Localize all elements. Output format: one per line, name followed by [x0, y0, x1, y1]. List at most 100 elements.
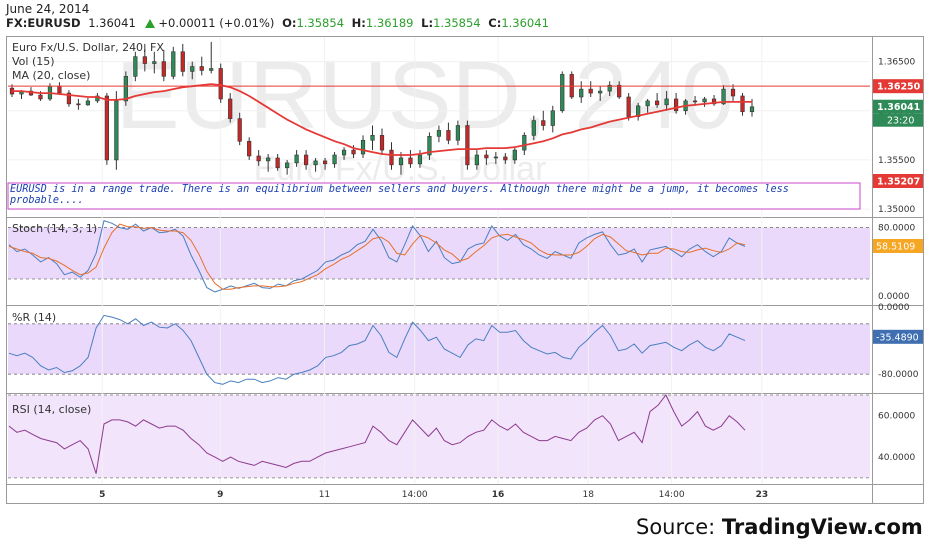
candle-body [218, 68, 223, 100]
marks-layer [8, 41, 870, 474]
candle-body [655, 100, 660, 106]
candle-body [560, 74, 565, 112]
high-label: H: [351, 16, 366, 30]
candle-body [617, 84, 622, 98]
candle-body [484, 154, 489, 159]
resistance-price-tag [873, 79, 923, 94]
candle-body [389, 149, 394, 166]
current-price-tag [873, 99, 923, 114]
time-tick-label: 11 [319, 490, 330, 500]
candle-body [351, 149, 356, 155]
indicator-last-tag [873, 329, 923, 344]
annotation-box[interactable] [7, 182, 861, 210]
time-tick-label: 9 [217, 490, 223, 500]
candle-body [579, 88, 584, 98]
annotation-text: EURUSD is in a range trade. There is an … [10, 184, 789, 206]
time-tick-label: 16 [492, 490, 505, 500]
candle-body [740, 95, 745, 113]
price-tick-label: 1.35000 [878, 205, 915, 215]
time-tick-label: 14:00 [402, 490, 428, 500]
candle-body [76, 103, 81, 106]
candle-body [436, 130, 442, 137]
candle-body [749, 106, 755, 113]
time-tick-label: 5 [99, 490, 105, 500]
source-credit: Source: TradingView.com [636, 515, 923, 539]
axis-layer: 1.365001.360001.355001.35000591114:00161… [99, 58, 923, 500]
indicator-tick-label: 80.0000 [878, 224, 915, 234]
time-tick-label: 23 [756, 490, 769, 500]
up-arrow-icon [145, 19, 156, 28]
indicator-tick-label: 40.0000 [878, 453, 915, 463]
candle-body [645, 100, 650, 107]
countdown-label: 23:20 [887, 116, 914, 127]
candle-body [190, 66, 195, 72]
indicator-tick-label: 60.0000 [878, 412, 915, 422]
candle-body [730, 88, 736, 97]
candle-body [550, 110, 555, 126]
indicator-series-line [8, 314, 746, 385]
candle-body [161, 61, 166, 77]
watermark-symbol: EURUSD, 240 [116, 42, 735, 149]
chart-date: June 24, 2014 [6, 2, 90, 16]
candle-body [304, 154, 309, 166]
candle-body [711, 98, 717, 105]
source-prefix: Source: [636, 515, 722, 539]
candle-body [664, 98, 669, 106]
candle-body [531, 120, 536, 136]
candle-body [256, 155, 261, 162]
candle-body [493, 156, 498, 159]
candle-body [332, 154, 337, 165]
candle-body [370, 135, 375, 141]
candle-body [607, 84, 612, 92]
willr-title: %R (14) [12, 311, 56, 324]
close-value: 1.36041 [501, 16, 549, 30]
candle-body [133, 56, 138, 77]
time-tick-label: 14:00 [659, 490, 685, 500]
stoch-title: Stoch (14, 3, 1) [12, 222, 97, 235]
rsi-title: RSI (14, close) [12, 403, 91, 416]
candle-body [322, 160, 328, 165]
indicator-series-line [8, 394, 746, 474]
candle-body [123, 76, 128, 102]
candle-body [503, 156, 508, 161]
open-value: 1.35854 [296, 16, 345, 30]
indicator-last-tag [873, 238, 923, 253]
candle-body [636, 105, 641, 117]
last-price: 1.36041 [88, 16, 136, 30]
candle-body [588, 88, 593, 94]
candle-body [674, 98, 679, 112]
source-brand: TradingView.com [721, 515, 923, 539]
candle-body [237, 118, 242, 142]
candle-body [474, 154, 479, 166]
candle-body [721, 88, 726, 105]
candle-body [522, 135, 527, 151]
high-value: 1.36189 [365, 16, 414, 30]
candle-body [285, 162, 290, 169]
candle-body [209, 68, 214, 71]
indicator-last-label: -35.4890 [876, 332, 919, 343]
candle-body [294, 154, 299, 164]
quote-bar: FX:EURUSD 1.36041 +0.00011 (+0.01%) O:1.… [6, 16, 549, 30]
candle-body [692, 100, 698, 103]
willr-band [8, 323, 870, 375]
countdown-tag [873, 113, 923, 127]
open-label: O: [282, 16, 297, 30]
time-tick-label: 18 [583, 490, 595, 500]
indicator-last-label: 58.5109 [876, 241, 915, 252]
candle-body [417, 154, 423, 165]
indicator-tick-label: -80.0000 [878, 370, 919, 380]
candle-body [266, 157, 271, 162]
candle-body [446, 130, 451, 141]
candle-body [247, 140, 252, 157]
candle-body [171, 51, 176, 77]
symbol[interactable]: FX:EURUSD [6, 16, 81, 30]
candle-body [379, 135, 385, 151]
price-change: +0.00011 (+0.01%) [158, 16, 275, 30]
candle-body [104, 95, 109, 161]
candle-body [702, 98, 707, 103]
candle-body [398, 157, 404, 166]
current-price-label: 1.36041 [877, 102, 920, 113]
close-label: C: [488, 16, 502, 30]
resistance-price-label: 1.36250 [877, 82, 921, 93]
